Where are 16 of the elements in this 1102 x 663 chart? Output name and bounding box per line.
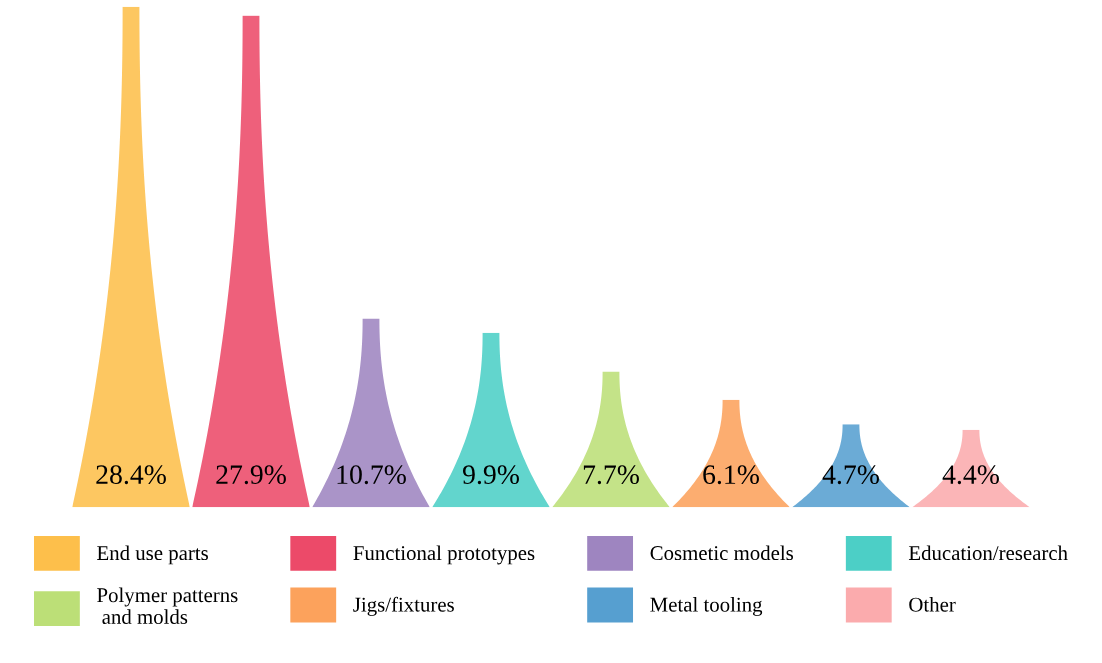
- data-label: 27.9%: [216, 465, 286, 485]
- legend-label: Education/research: [908, 545, 1068, 561]
- data-label: 9.9%: [462, 465, 519, 485]
- legend-label: Other: [909, 597, 956, 612]
- legend-label: Functional prototypes: [353, 545, 535, 565]
- data-label: 4.7%: [822, 465, 879, 485]
- legend-label: Jigs/fixtures: [353, 596, 454, 616]
- data-label: 4.4%: [942, 465, 999, 485]
- legend-label: End use parts: [97, 545, 208, 565]
- legend-label: Metal tooling: [650, 597, 763, 616]
- data-label: 6.1%: [703, 465, 759, 485]
- legend-label: Cosmetic models: [650, 545, 794, 561]
- legend-label: Polymer patterns and molds: [97, 587, 238, 625]
- data-label: 28.4%: [96, 465, 166, 485]
- data-label: 7.7%: [583, 465, 639, 485]
- data-label: 10.7%: [337, 465, 406, 485]
